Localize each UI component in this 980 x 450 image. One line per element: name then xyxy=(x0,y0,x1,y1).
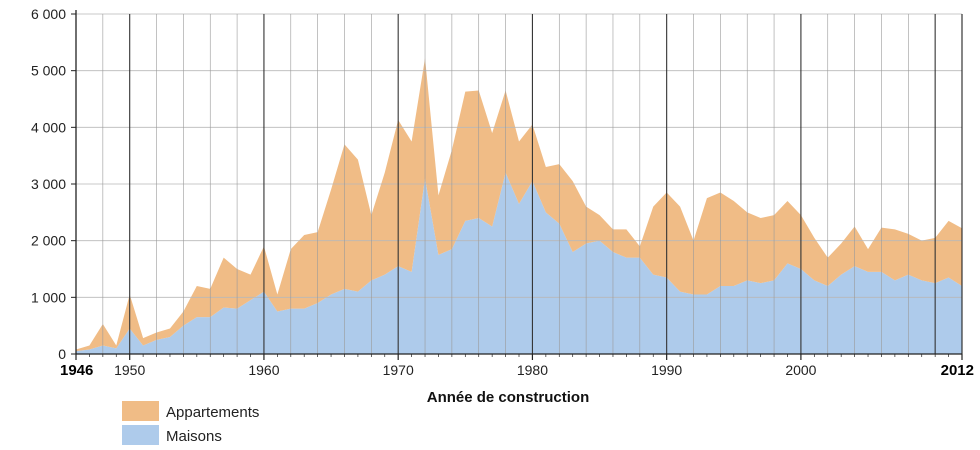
x-tick-label-2000: 2000 xyxy=(785,362,816,378)
x-tick-label-2012: 2012 xyxy=(941,362,974,379)
y-tick-label-4000: 4 000 xyxy=(31,119,66,135)
grid-layer xyxy=(76,13,963,354)
x-tick-label-1950: 1950 xyxy=(114,362,145,378)
y-tick-label-5000: 5 000 xyxy=(31,63,66,79)
x-tick-label-1970: 1970 xyxy=(383,362,414,378)
y-tick-label-6000: 6 000 xyxy=(31,6,66,22)
legend: Appartements Maisons xyxy=(122,401,259,445)
x-tick-label-1980: 1980 xyxy=(517,362,548,378)
y-tick-label-1000: 1 000 xyxy=(31,289,66,305)
x-axis-title: Année de construction xyxy=(427,389,590,406)
y-tick-label-2000: 2 000 xyxy=(31,233,66,249)
legend-label-appartements: Appartements xyxy=(166,404,259,421)
tick-labels-layer: 0 1 000 2 000 3 000 4 000 5 000 6 000 1946 1950 1… xyxy=(31,6,974,379)
area-maisons xyxy=(76,172,962,354)
axes-layer xyxy=(71,10,963,360)
y-tick-label-3000: 3 000 xyxy=(31,176,66,192)
y-tick-label-0: 0 xyxy=(58,346,66,362)
area-appartements xyxy=(76,58,962,352)
areas-layer xyxy=(76,58,962,354)
x-tick-label-1946: 1946 xyxy=(60,362,93,379)
legend-swatch-appartements xyxy=(122,401,159,421)
x-tick-label-1960: 1960 xyxy=(248,362,279,378)
legend-label-maisons: Maisons xyxy=(166,428,222,445)
x-tick-label-1990: 1990 xyxy=(651,362,682,378)
legend-swatch-maisons xyxy=(122,425,159,445)
